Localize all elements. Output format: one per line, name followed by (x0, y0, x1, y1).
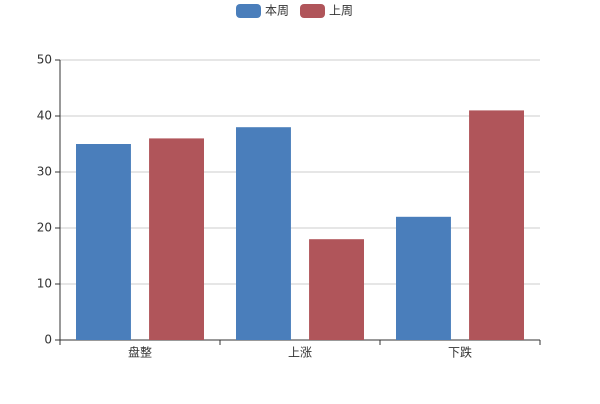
legend-label[interactable]: 本周 (265, 4, 289, 18)
bar (396, 216, 451, 340)
y-tick-label: 50 (37, 53, 52, 67)
y-tick-label: 0 (44, 333, 52, 347)
legend-label[interactable]: 上周 (329, 4, 353, 18)
y-tick-label: 30 (37, 165, 52, 179)
legend-swatch[interactable] (236, 4, 261, 18)
bar (469, 110, 524, 341)
bar (309, 239, 364, 340)
y-tick-label: 40 (37, 109, 52, 123)
bar (236, 127, 291, 340)
bar (149, 138, 204, 340)
bar (76, 144, 131, 340)
x-tick-label: 盘整 (128, 345, 152, 360)
x-tick-label: 上涨 (288, 345, 312, 360)
y-tick-label: 20 (37, 221, 52, 235)
legend-swatch[interactable] (300, 4, 325, 18)
y-tick-label: 10 (37, 277, 52, 291)
x-tick-label: 下跌 (448, 345, 472, 360)
